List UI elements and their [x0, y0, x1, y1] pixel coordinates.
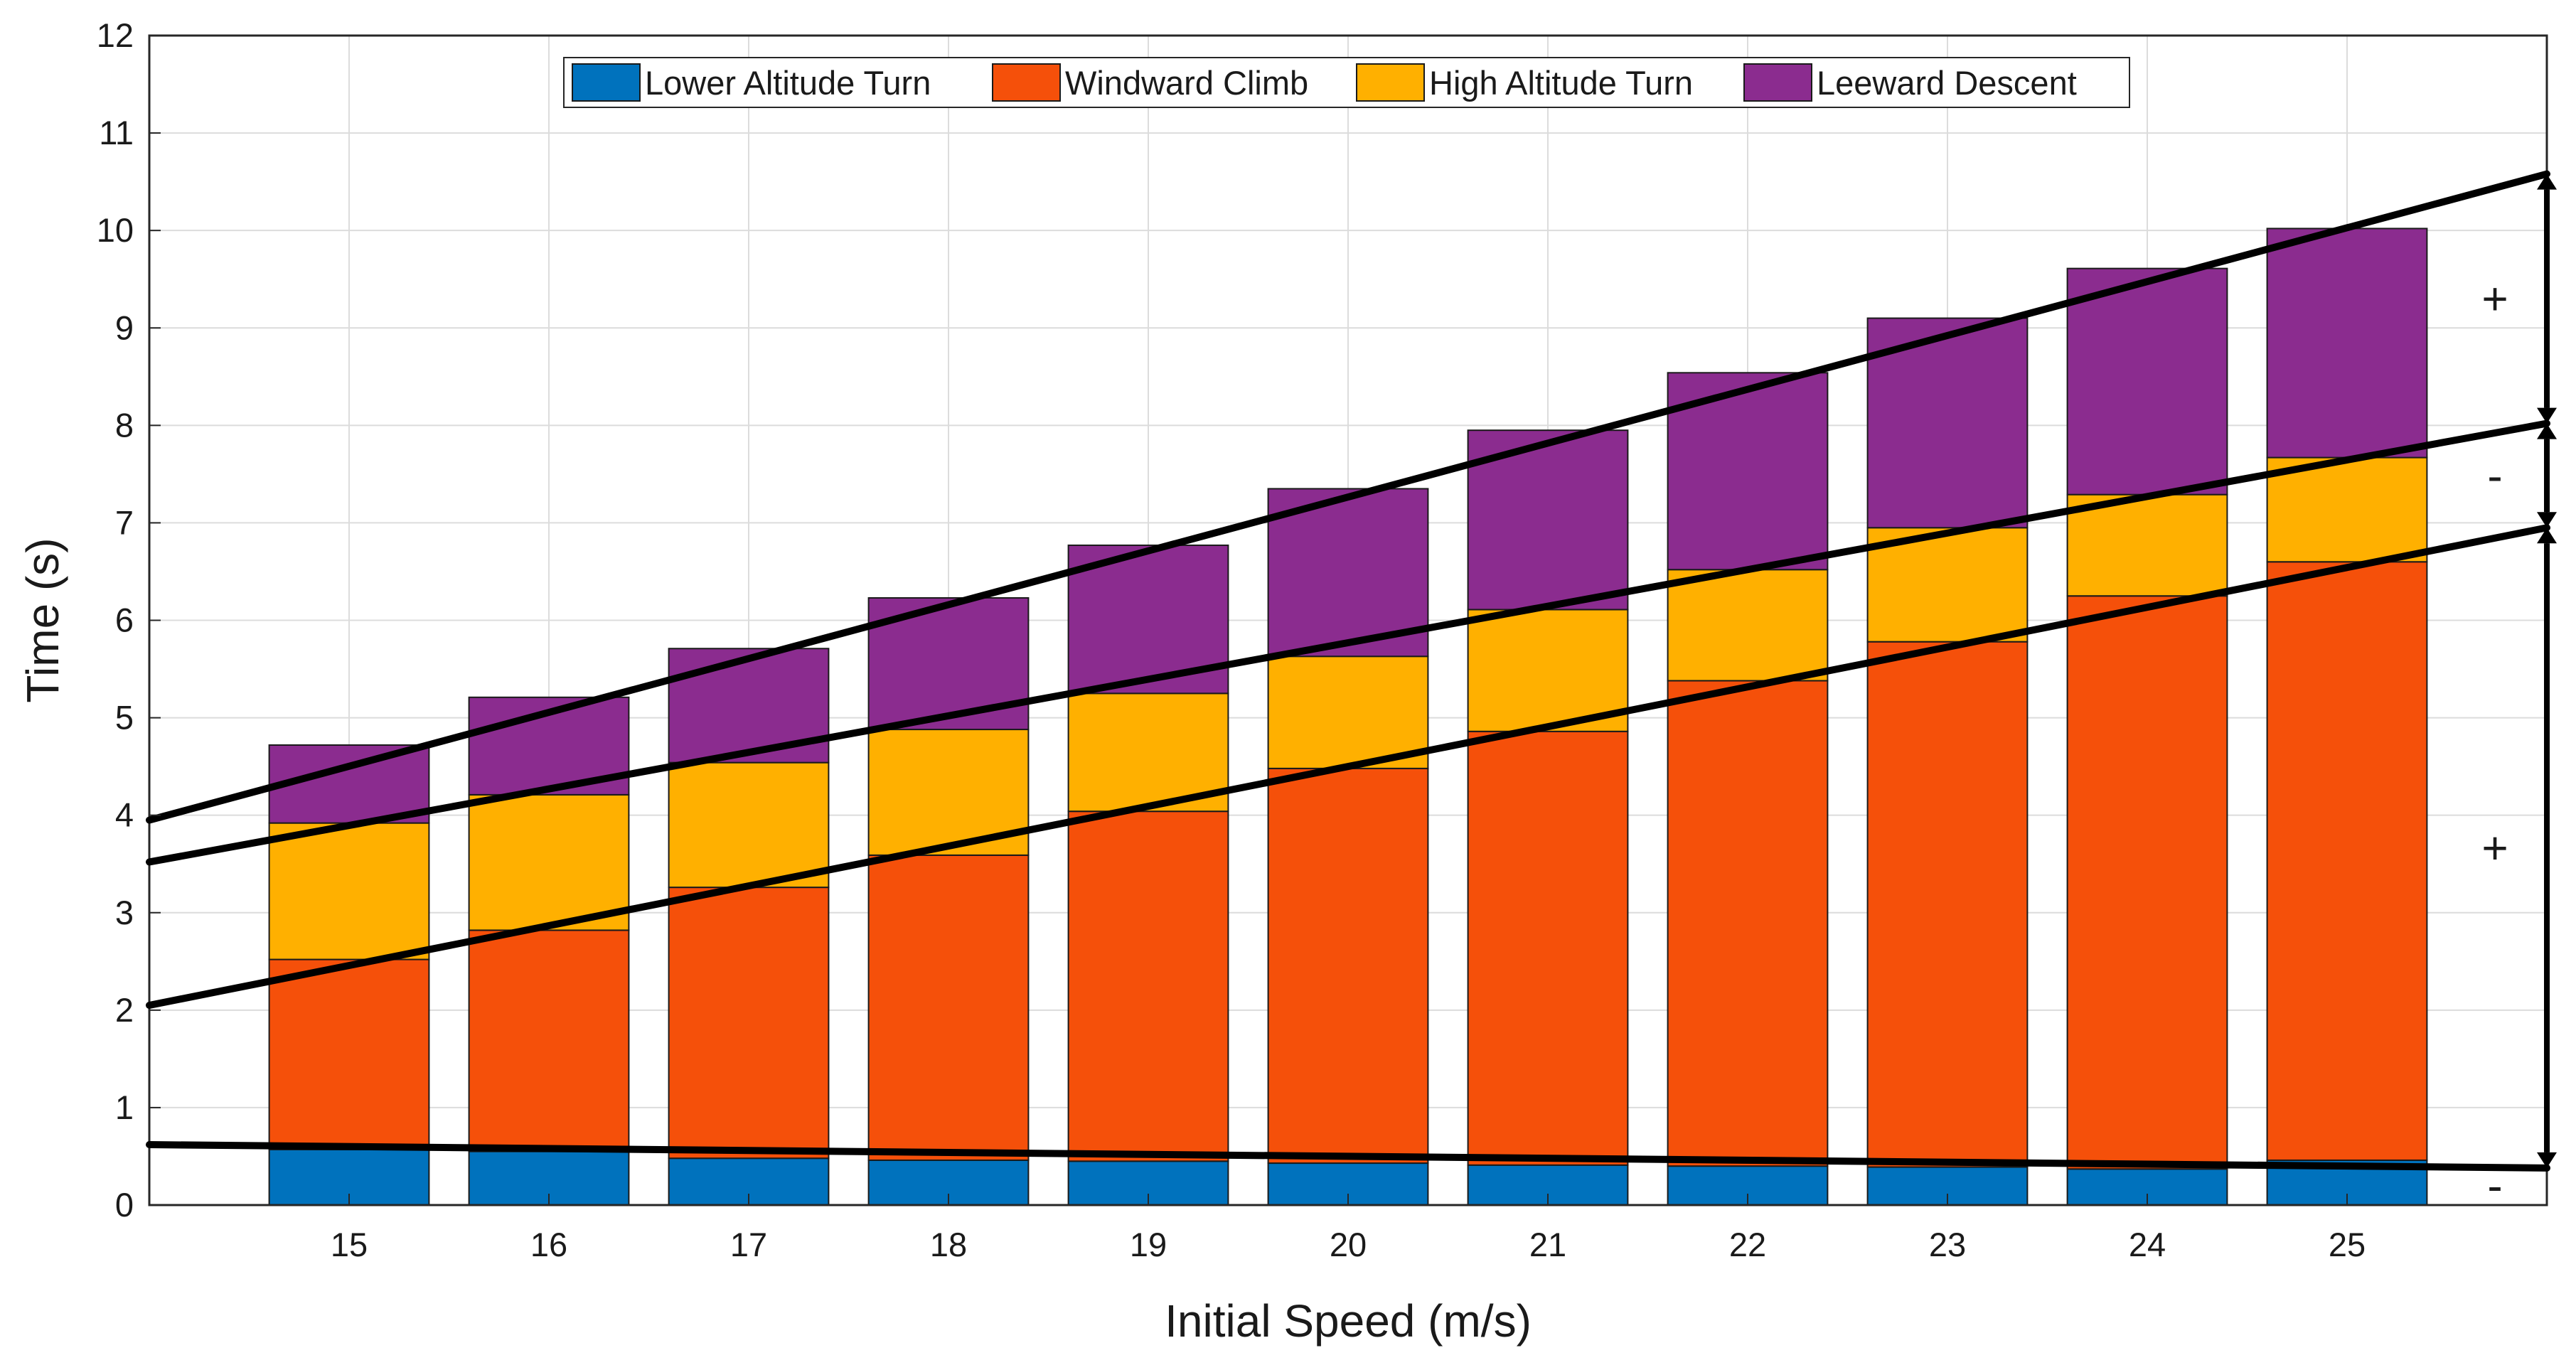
- bar-segment: [1866, 641, 2029, 1168]
- legend-swatch: [1356, 63, 1425, 102]
- x-tick-label: 25: [2329, 1226, 2366, 1263]
- bar-segment: [1267, 488, 1429, 658]
- y-tick-label: 12: [97, 16, 134, 54]
- bar-segment: [1267, 767, 1429, 1165]
- x-tick-label: 15: [331, 1226, 368, 1263]
- bar-segment: [668, 761, 830, 889]
- bar-segment: [1667, 680, 1829, 1167]
- y-tick-label: 2: [115, 991, 134, 1029]
- difference-brackets: + - + -: [2481, 173, 2557, 1211]
- y-tick-label: 8: [115, 406, 134, 444]
- x-tick-label: 17: [730, 1226, 767, 1263]
- difference-sign: +: [2481, 823, 2508, 874]
- bar-segment: [2066, 493, 2228, 597]
- y-tick-label: 1: [115, 1088, 134, 1126]
- bar-segment: [468, 929, 630, 1152]
- bar-segment: [1267, 655, 1429, 769]
- trend-line: [146, 170, 2550, 824]
- y-tick-label: 7: [115, 503, 134, 541]
- legend-label: Windward Climb: [1065, 64, 1308, 102]
- x-tick-label: 18: [930, 1226, 967, 1263]
- arrowhead-up: [2537, 173, 2557, 190]
- bar-segment: [268, 958, 430, 1150]
- arrowhead-up: [2537, 528, 2557, 544]
- x-tick-label: 20: [1330, 1226, 1367, 1263]
- x-axis-label: Initial Speed (m/s): [1165, 1295, 1532, 1347]
- legend-label: High Altitude Turn: [1429, 64, 1693, 102]
- legend-swatch: [1743, 63, 1812, 102]
- bar-segment: [268, 822, 430, 960]
- trend-lines: [146, 170, 2550, 1172]
- legend-swatch: [992, 63, 1061, 102]
- trend-line: [146, 419, 2550, 866]
- legend-box: [563, 57, 2130, 108]
- x-tick-label: 21: [1529, 1226, 1566, 1263]
- y-tick-label: 3: [115, 894, 134, 931]
- y-tick-label: 4: [115, 796, 134, 834]
- bar-segment: [1866, 527, 2029, 643]
- legend-swatch: [572, 63, 641, 102]
- y-tick-label: 5: [115, 699, 134, 737]
- trend-line: [146, 524, 2550, 1009]
- bar-segment: [2066, 595, 2228, 1170]
- x-tick-label: 16: [530, 1226, 567, 1263]
- bar-segment: [1467, 730, 1629, 1166]
- y-tick-label: 0: [115, 1186, 134, 1224]
- bar-segment: [1067, 810, 1229, 1162]
- difference-sign: -: [2487, 450, 2502, 501]
- bar-segment: [2066, 267, 2228, 496]
- bar-segment: [668, 887, 830, 1160]
- legend-label: Leeward Descent: [1817, 64, 2077, 102]
- x-tick-label: 22: [1729, 1226, 1766, 1263]
- legend-label: Lower Altitude Turn: [645, 64, 931, 102]
- bar-segment: [2266, 561, 2428, 1161]
- arrowhead-down: [2537, 512, 2557, 528]
- y-tick-label: 6: [115, 601, 134, 639]
- trend-line: [146, 1141, 2550, 1172]
- x-tick-label: 24: [2129, 1226, 2166, 1263]
- y-tick-label: 9: [115, 309, 134, 346]
- bar-segment: [2266, 456, 2428, 563]
- legend: Lower Altitude Turn Windward Climb High Al…: [563, 57, 2130, 108]
- bar-segment: [2266, 228, 2428, 459]
- y-tick-label: 10: [97, 211, 134, 249]
- bar-segment: [1067, 692, 1229, 813]
- arrowhead-down: [2537, 407, 2557, 424]
- y-tick-label: 11: [99, 114, 134, 151]
- bar-segment: [1667, 569, 1829, 682]
- difference-sign: +: [2481, 273, 2508, 324]
- bars: [268, 228, 2428, 1206]
- x-tick-label: 23: [1929, 1226, 1966, 1263]
- arrowhead-up: [2537, 423, 2557, 439]
- y-axis-label: Time (s): [17, 537, 68, 702]
- arrowhead-down: [2537, 1152, 2557, 1168]
- bar-segment: [867, 854, 1030, 1161]
- difference-sign: -: [2487, 1160, 2502, 1211]
- x-tick-label: 19: [1130, 1226, 1167, 1263]
- bar-segment: [468, 793, 630, 931]
